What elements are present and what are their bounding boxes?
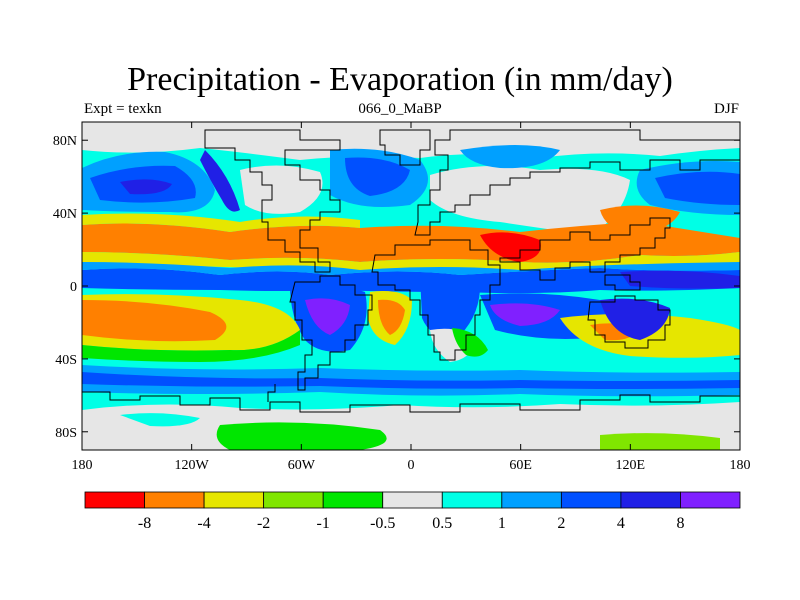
south-atlantic-dry-core <box>378 299 405 335</box>
lat-tick-label: 40S <box>55 353 77 368</box>
coastline-eurasia <box>414 129 740 236</box>
colorbar-swatch <box>84 491 145 509</box>
indian-ocean-core <box>490 303 560 326</box>
coastline-africa <box>371 239 501 361</box>
coastline-layer <box>82 129 740 413</box>
itcz-wet-band <box>82 268 740 294</box>
eurasia-wet-patch <box>460 145 560 169</box>
arabia-hyperarid <box>480 232 541 262</box>
lat-tick-label: 80N <box>53 134 77 149</box>
colorbar-label: 4 <box>617 515 625 532</box>
lon-tick-label: 180 <box>730 458 751 473</box>
lat-tick-marks: 80N 40N 0 40S 80S <box>53 134 740 441</box>
colorbar-swatch <box>501 491 562 509</box>
colorbar-label: 0.5 <box>432 515 452 532</box>
lon-tick-label: 60E <box>509 458 532 473</box>
north-atlantic-core <box>345 157 410 196</box>
lat-tick-label: 0 <box>70 280 77 295</box>
colorbar-swatch <box>203 491 265 509</box>
experiment-label: Expt = texkn <box>84 101 162 117</box>
lon-tick-label: 180 <box>72 458 93 473</box>
colorbar-label: 8 <box>676 515 684 532</box>
lon-tick-label: 0 <box>408 458 415 473</box>
colorbar-swatch <box>382 491 443 509</box>
colorbar-label: 2 <box>557 515 565 532</box>
colorbar: -8 -4 -2 -1 -0.5 0.5 1 2 4 8 <box>84 491 741 532</box>
colorbar-swatch <box>620 491 681 509</box>
east-asia-dry <box>600 205 680 236</box>
south-pacific-margin <box>82 330 300 362</box>
antarctica-margin-dry <box>216 422 387 450</box>
colorbar-label: -2 <box>257 515 270 532</box>
map-title: Precipitation - Evaporation (in mm/day) <box>127 61 673 98</box>
nh-subtropical-margin <box>82 252 740 271</box>
colorbar-label: 1 <box>498 515 506 532</box>
lon-tick-label: 120W <box>175 458 210 473</box>
colorbar-label: -8 <box>138 515 151 532</box>
colorbar-swatch <box>263 491 324 509</box>
itcz-core <box>620 270 740 289</box>
west-pacific-core <box>655 171 740 205</box>
field-layer <box>82 122 740 450</box>
season-label: DJF <box>713 101 739 117</box>
australia-wet-north <box>600 298 670 340</box>
north-pacific-maximum <box>120 179 172 195</box>
lat-tick-label: 80S <box>55 426 77 441</box>
north-america-interior <box>240 165 323 214</box>
map-subtitle: 066_0_MaBP <box>358 101 442 117</box>
coastline-antarctica <box>82 391 740 413</box>
itcz-north-margin <box>82 262 740 275</box>
coastline-australia <box>587 295 671 349</box>
nh-dry-band-north-edge <box>82 213 360 232</box>
lon-tick-label: 60W <box>288 458 316 473</box>
coastline-south-america <box>289 275 373 391</box>
colorbar-label: -0.5 <box>370 515 395 532</box>
colorbar-label: -4 <box>197 515 210 532</box>
colorbar-swatch <box>560 491 622 509</box>
alaska-coast-wet <box>200 150 240 212</box>
antarctica-coast-wet <box>120 413 200 427</box>
eurasia-interior <box>430 166 630 235</box>
lon-tick-marks: 180 120W 60W 0 60E 120E 180 <box>72 122 751 473</box>
lat-tick-label: 40N <box>53 207 77 222</box>
coastline-greenland <box>379 129 431 166</box>
lon-tick-label: 120E <box>616 458 646 473</box>
coastline-antarctic-peninsula <box>267 384 276 402</box>
colorbar-label: -1 <box>317 515 330 532</box>
southern-ocean-core <box>82 372 740 389</box>
africa-wet <box>420 274 480 340</box>
colorbar-swatch <box>144 491 205 509</box>
arctic-neutral-region <box>82 122 740 160</box>
coastline-arabia-india <box>499 217 671 281</box>
south-america-wet-core <box>305 298 350 335</box>
south-pacific-dry-orange <box>82 300 227 342</box>
coastline-north-america <box>204 129 341 273</box>
coastline-indonesia <box>604 274 641 291</box>
colorbar-swatch <box>322 491 384 509</box>
colorbar-swatch <box>441 491 503 509</box>
colorbar-swatch <box>680 491 741 509</box>
